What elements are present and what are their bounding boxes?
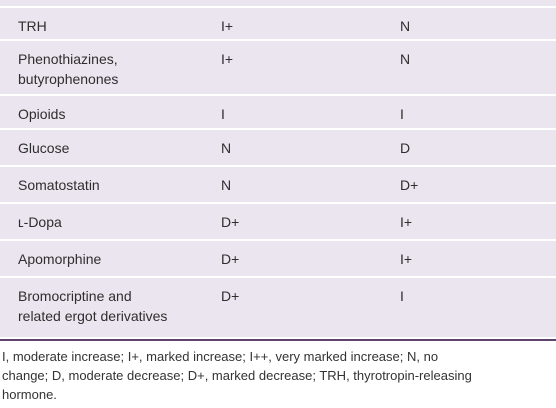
table-cell: I+ — [400, 212, 412, 232]
cell-line: TRH — [18, 18, 47, 34]
table-cell: Phenothiazines, butyrophenones — [18, 49, 118, 89]
table-cell: Apomorphine — [18, 249, 101, 269]
footnote-line: change; D, moderate decrease; D+, marked… — [2, 368, 472, 383]
table-row: ʟ-Dopa D+ I+ — [0, 204, 556, 241]
cell-line: Bromocriptine and — [18, 288, 132, 304]
cell-line: I — [221, 106, 225, 122]
table-cell: N — [400, 49, 410, 69]
cell-line: Glucose — [18, 140, 70, 156]
cell-line: N — [221, 177, 232, 193]
table-cell: D+ — [221, 286, 239, 306]
cell-line: Phenothiazines, — [18, 51, 118, 67]
cell-line: N — [221, 140, 232, 156]
table-row: Bromocriptine and related ergot derivativ… — [0, 278, 556, 339]
footnote-line: I, moderate increase; I+, marked increas… — [2, 349, 439, 364]
cell-line: D+ — [221, 288, 240, 304]
table: TRH I+ N Phenothiazines, butyrophenones I+ N Op… — [0, 0, 556, 341]
cell-line: D — [400, 140, 411, 156]
table-cell: D — [400, 138, 410, 158]
cell-line: I — [400, 288, 404, 304]
table-cell: I+ — [221, 16, 233, 36]
table-cell: D+ — [400, 175, 418, 195]
cell-line: I+ — [400, 214, 413, 230]
table-cell: D+ — [221, 212, 239, 232]
table-row: Phenothiazines, butyrophenones I+ N — [0, 41, 556, 96]
table-cell: I — [400, 286, 404, 306]
table-cell: N — [221, 138, 231, 158]
table-cell: N — [221, 175, 231, 195]
cell-line: ʟ-Dopa — [18, 214, 62, 230]
table-cell: I+ — [221, 49, 233, 69]
cell-line: D+ — [400, 177, 419, 193]
table-row: Apomorphine D+ I+ — [0, 241, 556, 278]
cell-line: butyrophenones — [18, 71, 119, 87]
table-cell: Somatostatin — [18, 175, 100, 195]
table-cell: ʟ-Dopa — [18, 212, 62, 232]
footnote-line: hormone. — [2, 387, 57, 402]
table-cell: Glucose — [18, 138, 69, 158]
cell-line: Opioids — [18, 106, 66, 122]
cell-line: D+ — [221, 214, 240, 230]
table-cell: I+ — [400, 249, 412, 269]
cell-line: D+ — [221, 251, 240, 267]
table-row: Opioids I I — [0, 96, 556, 130]
table-cell: D+ — [221, 249, 239, 269]
cell-line: N — [400, 18, 411, 34]
table-cell: I — [221, 104, 225, 124]
table-cell: Bromocriptine and related ergot derivativ… — [18, 286, 167, 326]
cell-line: N — [400, 51, 411, 67]
cell-line: I+ — [400, 251, 413, 267]
cell-line: Apomorphine — [18, 251, 102, 267]
table-cell: TRH — [18, 16, 47, 36]
table-row: Glucose N D — [0, 130, 556, 167]
table-cell: I — [400, 104, 404, 124]
table-row: TRH I+ N — [0, 8, 556, 41]
table-row-cut — [0, 0, 556, 8]
cell-line: I+ — [221, 51, 234, 67]
table-row: Somatostatin N D+ — [0, 167, 556, 204]
cell-line: I+ — [221, 18, 234, 34]
footnote: I, moderate increase; I+, marked increas… — [2, 347, 472, 404]
cell-line: Somatostatin — [18, 177, 100, 193]
table-cell: Opioids — [18, 104, 65, 124]
cell-line: related ergot derivatives — [18, 308, 168, 324]
cell-line: I — [400, 106, 404, 122]
table-cell: N — [400, 16, 410, 36]
